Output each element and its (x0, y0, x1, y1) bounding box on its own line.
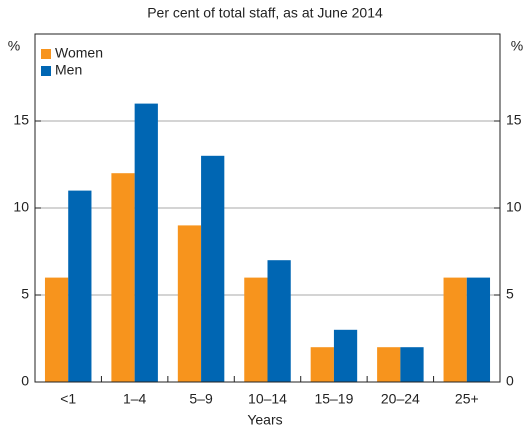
bar (177, 225, 202, 382)
y-axis-label-right: % (511, 38, 523, 54)
bar (466, 277, 491, 382)
bar (68, 190, 92, 382)
y-tick-label: 10 (13, 199, 29, 215)
bar (267, 260, 291, 382)
legend-swatch (41, 49, 51, 59)
y-axis-label: % (8, 38, 20, 54)
legend-swatch (41, 66, 51, 76)
bar (111, 173, 135, 382)
bar (443, 277, 467, 382)
x-tick-label: 25+ (455, 391, 479, 407)
y-tick-label-right: 0 (506, 373, 514, 389)
legend-label: Men (55, 62, 82, 78)
chart-subtitle: Per cent of total staff, as at June 2014 (147, 5, 383, 21)
x-tick-label: 10–14 (248, 391, 287, 407)
y-tick-label: 15 (13, 112, 29, 128)
y-tick-label-right: 10 (506, 199, 522, 215)
bar (44, 277, 69, 382)
x-tick-label: 5–9 (189, 391, 213, 407)
bar (134, 103, 158, 382)
y-tick-label-right: 5 (506, 286, 514, 302)
x-axis-label: Years (247, 412, 282, 428)
bar (333, 329, 358, 382)
bar (201, 155, 225, 382)
x-tick-label: 1–4 (123, 391, 147, 407)
bar (377, 347, 401, 382)
bar (400, 347, 424, 382)
x-tick-label: 20–24 (381, 391, 420, 407)
x-tick-label: <1 (60, 391, 76, 407)
bar (310, 347, 334, 382)
legend-label: Women (55, 45, 103, 61)
bar (244, 277, 268, 382)
plot-frame (34, 33, 501, 383)
y-tick-label: 0 (21, 373, 29, 389)
y-tick-label: 5 (21, 286, 29, 302)
x-tick-label: 15–19 (314, 391, 353, 407)
y-tick-label-right: 15 (506, 112, 522, 128)
